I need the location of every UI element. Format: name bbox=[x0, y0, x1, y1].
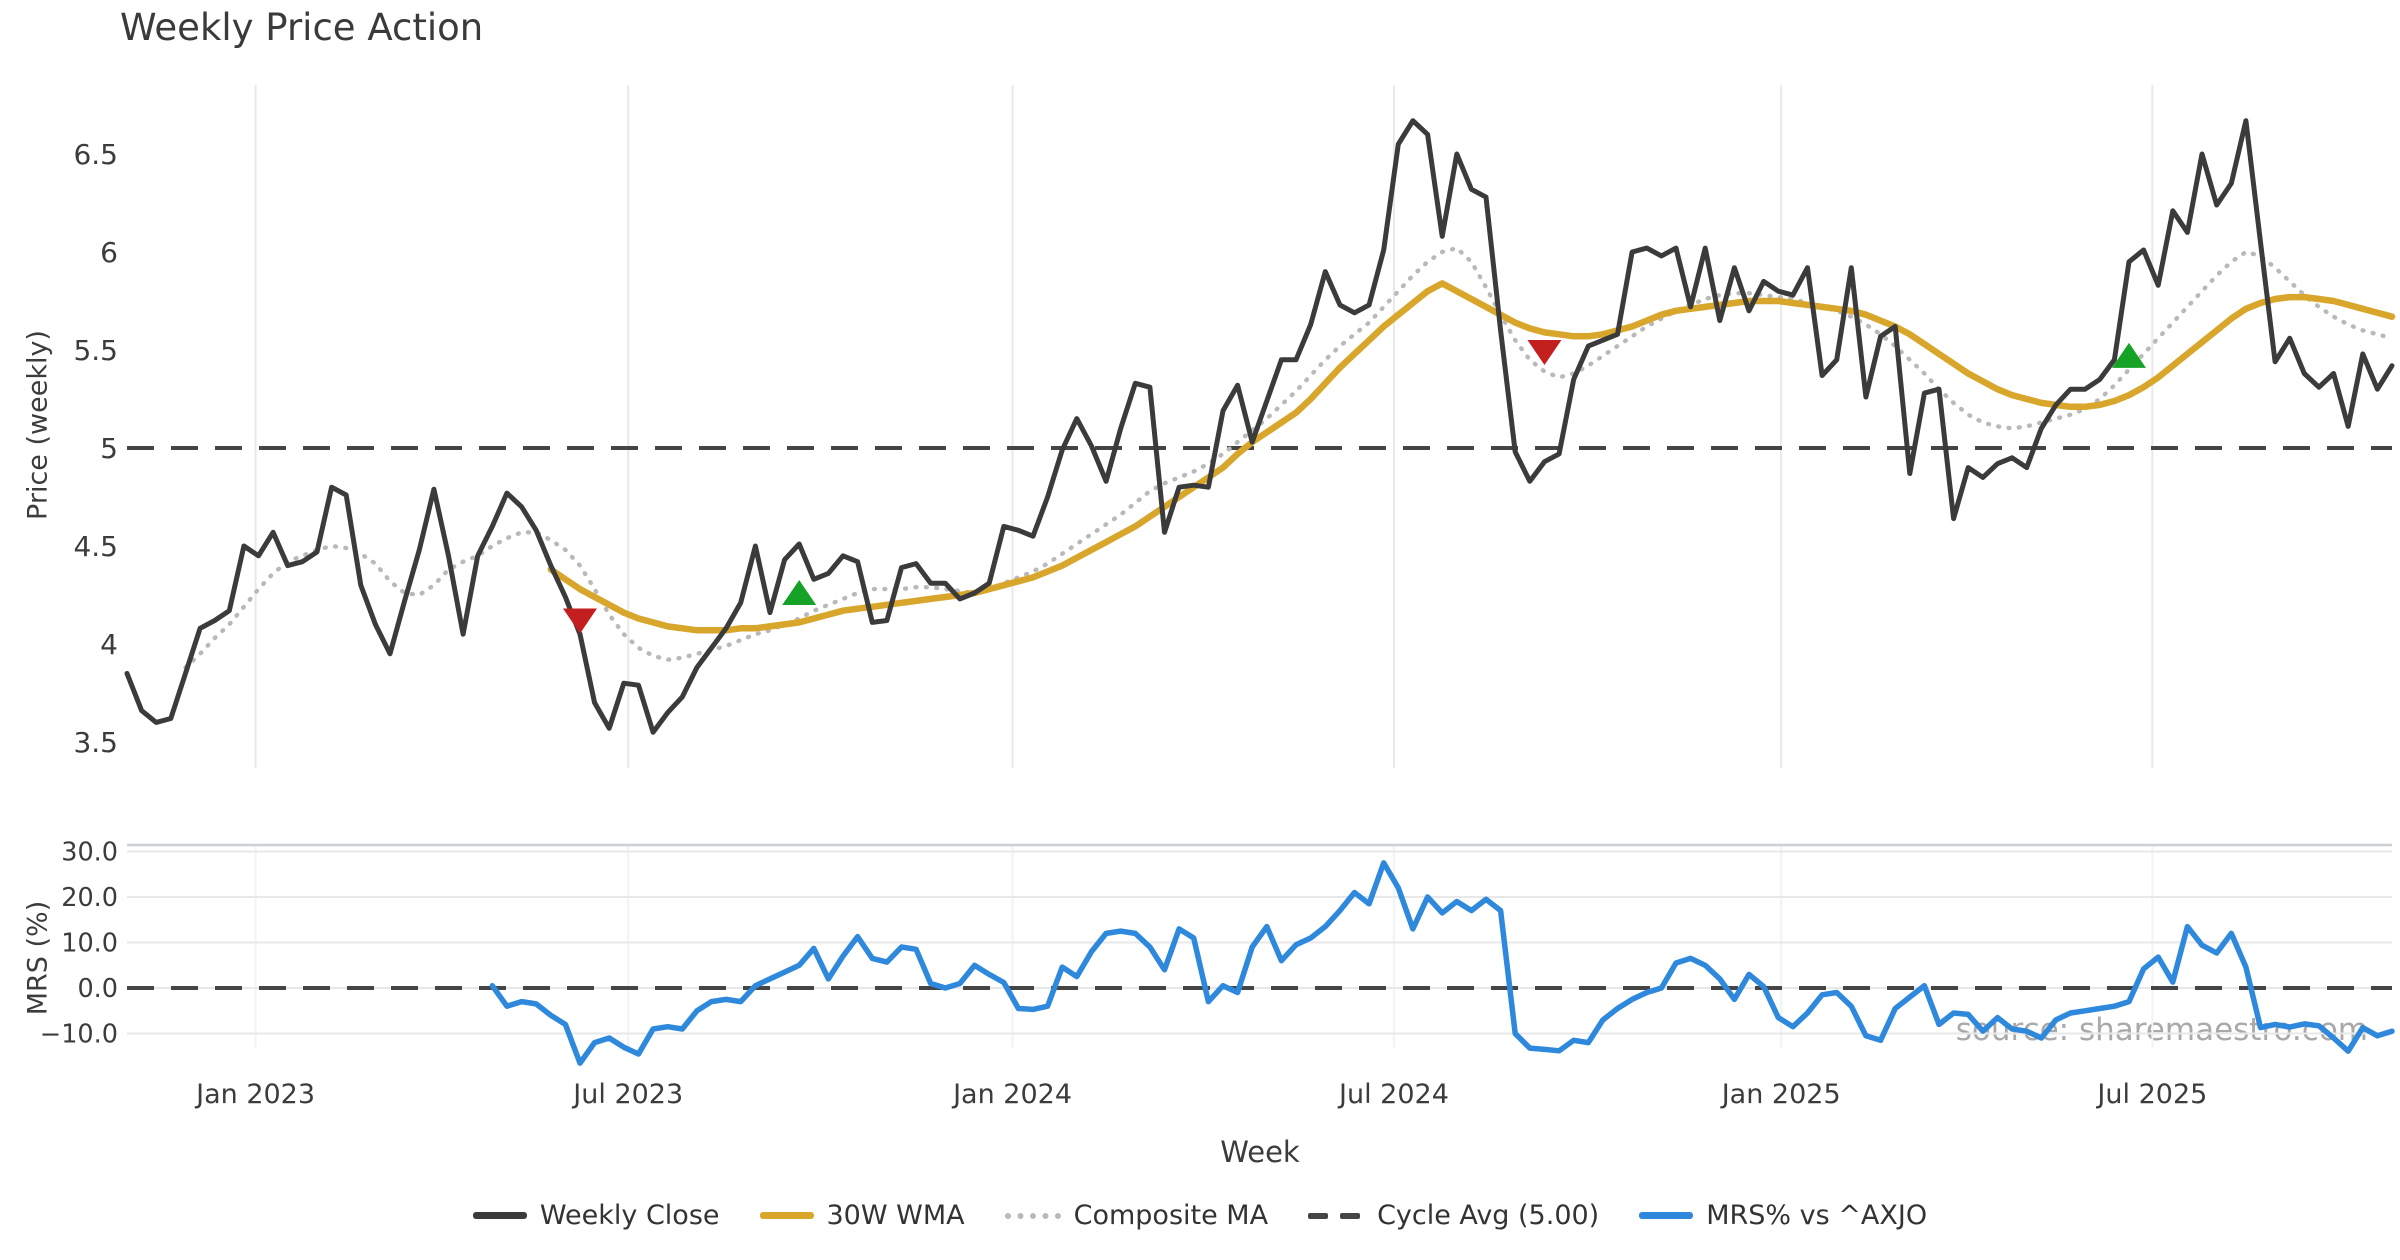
legend-label-composite-ma: Composite MA bbox=[1073, 1200, 1269, 1231]
legend-swatch-solid bbox=[759, 1212, 814, 1219]
mrs-tick-label: −10.0 bbox=[40, 1020, 118, 1050]
wma-line bbox=[547, 280, 2396, 634]
legend-label-cycle-avg-5-00: Cycle Avg (5.00) bbox=[1377, 1200, 1600, 1231]
sell-triangle-marker bbox=[563, 608, 598, 634]
buy-triangle-marker bbox=[782, 580, 817, 606]
legend-label-mrs-vs-axjo: MRS% vs ^AXJO bbox=[1706, 1200, 1928, 1231]
x-tick-label: Jul 2023 bbox=[571, 1079, 683, 1110]
weekly-close-line bbox=[124, 118, 2395, 735]
legend-item-mrs-vs-axjo: MRS% vs ^AXJO bbox=[1639, 1200, 1927, 1231]
mrs-tick-label: 20.0 bbox=[61, 883, 118, 913]
legend-item-30w-wma: 30W WMA bbox=[759, 1200, 965, 1231]
x-tick-label: Jul 2024 bbox=[1337, 1079, 1449, 1110]
sell-triangle-marker bbox=[1527, 339, 1562, 365]
price-tick-label: 3.5 bbox=[73, 726, 118, 759]
legend-swatch-solid bbox=[1639, 1212, 1694, 1219]
legend-swatch-dashed bbox=[1308, 1212, 1364, 1219]
price-tick-label: 6 bbox=[100, 236, 118, 269]
mrs-tick-label: 0.0 bbox=[77, 974, 118, 1004]
x-tick-label: Jul 2025 bbox=[2095, 1079, 2207, 1110]
x-tick-label: Jan 2024 bbox=[951, 1079, 1072, 1110]
chart-title: Weekly Price Action bbox=[120, 6, 484, 49]
legend-swatch-solid bbox=[472, 1212, 527, 1219]
price-tick-label: 6.5 bbox=[73, 138, 118, 171]
composite-ma-line bbox=[183, 245, 2395, 670]
mrs-tick-label: 30.0 bbox=[61, 838, 118, 868]
mrs-line bbox=[489, 860, 2395, 1066]
legend-label-weekly-close: Weekly Close bbox=[539, 1200, 720, 1231]
legend-item-weekly-close: Weekly Close bbox=[472, 1200, 720, 1231]
mrs-tick-label: 10.0 bbox=[61, 929, 118, 959]
legend-swatch-dotted bbox=[1004, 1212, 1061, 1219]
x-axis-title: Week bbox=[1220, 1135, 1300, 1169]
x-tick-label: Jan 2025 bbox=[1720, 1079, 1841, 1110]
legend-dash-segment bbox=[1308, 1212, 1329, 1219]
buy-triangle-marker bbox=[2111, 342, 2146, 368]
legend-dash-segment bbox=[1340, 1212, 1361, 1219]
price-tick-label: 4.5 bbox=[73, 530, 118, 563]
price-tick-label: 5 bbox=[100, 432, 118, 465]
legend-item-cycle-avg-5-00: Cycle Avg (5.00) bbox=[1308, 1200, 1599, 1231]
x-tick-label: Jan 2023 bbox=[194, 1079, 315, 1110]
legend-item-composite-ma: Composite MA bbox=[1004, 1200, 1269, 1231]
chart-legend: Weekly Close 30W WMA Composite MA Cycle Avg… bbox=[0, 1200, 2400, 1231]
price-tick-label: 5.5 bbox=[73, 334, 118, 367]
legend-label-30w-wma: 30W WMA bbox=[826, 1200, 965, 1231]
price-tick-label: 4 bbox=[100, 628, 118, 661]
